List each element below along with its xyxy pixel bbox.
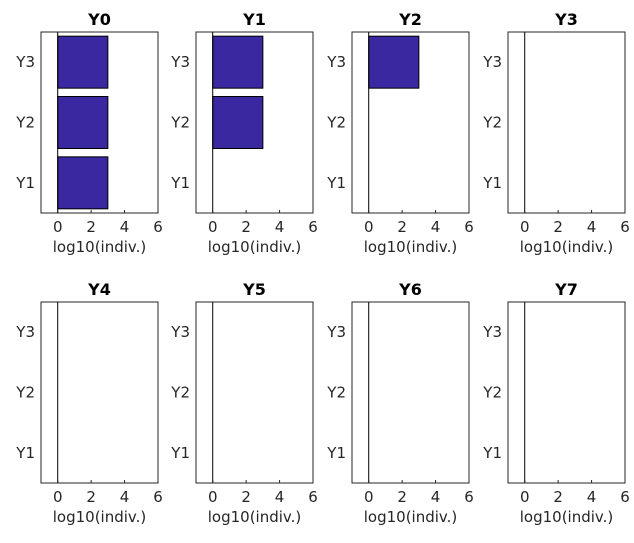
bar-y3 xyxy=(57,35,109,89)
panel-y3: Y3 Y1 Y2 Y3 0 2 4 6 log10(indiv.) xyxy=(482,10,629,256)
x-tick-label: 4 xyxy=(275,488,285,506)
bar-y2 xyxy=(57,96,109,149)
y-tick-label: Y3 xyxy=(482,323,502,341)
x-axis-label: log10(indiv.) xyxy=(53,508,147,526)
x-axis-label: log10(indiv.) xyxy=(208,508,302,526)
y-tick-label: Y1 xyxy=(15,174,35,192)
panel-title: Y3 xyxy=(554,10,578,29)
axes-box xyxy=(195,31,314,214)
panel-y7: Y7 Y1 Y2 Y3 0 2 4 6 log10(indiv.) xyxy=(482,280,629,526)
axes-box xyxy=(40,301,159,484)
panel-y2: Y2 Y1 Y2 Y3 0 2 4 6 log10(indiv.) xyxy=(326,10,473,256)
y-tick-label: Y2 xyxy=(170,384,190,402)
x-tick-label: 4 xyxy=(587,488,597,506)
x-tick-label: 4 xyxy=(120,218,130,236)
x-tick-label: 0 xyxy=(208,488,218,506)
panel-y1: Y1 Y1 Y2 Y3 0 2 4 6 log10(indiv.) xyxy=(170,10,317,256)
x-tick-label: 2 xyxy=(397,218,407,236)
y-tick-label: Y2 xyxy=(15,384,35,402)
y-tick-label: Y3 xyxy=(482,53,502,71)
panel-title: Y0 xyxy=(87,10,111,29)
y-tick-label: Y2 xyxy=(482,114,502,132)
x-tick-label: 0 xyxy=(208,218,218,236)
x-tick-label: 6 xyxy=(620,488,630,506)
x-axis-label: log10(indiv.) xyxy=(364,238,458,256)
axes-box xyxy=(507,301,626,484)
x-tick-label: 0 xyxy=(364,488,374,506)
y-tick-label: Y2 xyxy=(326,114,346,132)
x-tick-label: 6 xyxy=(308,218,318,236)
x-tick-label: 0 xyxy=(520,488,530,506)
axes-box xyxy=(40,31,159,214)
panel-y5: Y5 Y1 Y2 Y3 0 2 4 6 log10(indiv.) xyxy=(170,280,317,526)
y-tick-label: Y2 xyxy=(482,384,502,402)
y-tick-label: Y3 xyxy=(15,53,35,71)
axes-box xyxy=(507,31,626,214)
x-axis-label: log10(indiv.) xyxy=(364,508,458,526)
panel-y4: Y4 Y1 Y2 Y3 0 2 4 6 log10(indiv.) xyxy=(15,280,162,526)
x-axis-label: log10(indiv.) xyxy=(208,238,302,256)
panel-title: Y2 xyxy=(398,10,422,29)
bar-y3 xyxy=(212,35,264,89)
x-tick-label: 0 xyxy=(520,218,530,236)
panel-title: Y7 xyxy=(554,280,578,299)
x-tick-label: 0 xyxy=(53,218,63,236)
y-tick-label: Y3 xyxy=(15,323,35,341)
y-tick-label: Y1 xyxy=(482,174,502,192)
panel-y0: Y0 Y1 Y2 Y3 0 2 4 6 log10(indiv.) xyxy=(15,10,162,256)
x-tick-label: 4 xyxy=(120,488,130,506)
panel-title: Y5 xyxy=(242,280,266,299)
x-tick-label: 6 xyxy=(153,218,163,236)
axes-box xyxy=(351,301,470,484)
x-tick-label: 2 xyxy=(241,218,251,236)
panel-title: Y6 xyxy=(398,280,422,299)
axes-box xyxy=(351,31,470,214)
y-tick-label: Y1 xyxy=(170,444,190,462)
axes-box xyxy=(195,301,314,484)
x-tick-label: 2 xyxy=(553,218,563,236)
y-tick-label: Y2 xyxy=(15,114,35,132)
x-tick-label: 6 xyxy=(464,218,474,236)
y-tick-label: Y1 xyxy=(15,444,35,462)
x-tick-label: 2 xyxy=(86,488,96,506)
x-tick-label: 2 xyxy=(86,218,96,236)
x-tick-label: 0 xyxy=(53,488,63,506)
x-tick-label: 6 xyxy=(620,218,630,236)
y-tick-label: Y3 xyxy=(326,323,346,341)
x-tick-label: 4 xyxy=(431,218,441,236)
x-axis-label: log10(indiv.) xyxy=(520,508,614,526)
bar-y3 xyxy=(368,35,420,89)
y-tick-label: Y1 xyxy=(326,174,346,192)
x-tick-label: 6 xyxy=(153,488,163,506)
y-tick-label: Y1 xyxy=(326,444,346,462)
bar-y1 xyxy=(57,156,109,210)
x-tick-label: 4 xyxy=(275,218,285,236)
panel-y6: Y6 Y1 Y2 Y3 0 2 4 6 log10(indiv.) xyxy=(326,280,473,526)
panel-title: Y4 xyxy=(87,280,111,299)
x-axis-label: log10(indiv.) xyxy=(53,238,147,256)
x-tick-label: 4 xyxy=(587,218,597,236)
y-tick-label: Y1 xyxy=(482,444,502,462)
panel-title: Y1 xyxy=(242,10,266,29)
y-tick-label: Y3 xyxy=(170,323,190,341)
x-tick-label: 6 xyxy=(464,488,474,506)
x-tick-label: 4 xyxy=(431,488,441,506)
x-tick-label: 2 xyxy=(241,488,251,506)
y-tick-label: Y2 xyxy=(326,384,346,402)
x-tick-label: 6 xyxy=(308,488,318,506)
x-tick-label: 2 xyxy=(397,488,407,506)
x-tick-label: 0 xyxy=(364,218,374,236)
y-tick-label: Y3 xyxy=(326,53,346,71)
x-tick-label: 2 xyxy=(553,488,563,506)
y-tick-label: Y2 xyxy=(170,114,190,132)
x-axis-label: log10(indiv.) xyxy=(520,238,614,256)
bar-y2 xyxy=(212,96,264,149)
y-tick-label: Y1 xyxy=(170,174,190,192)
y-tick-label: Y3 xyxy=(170,53,190,71)
